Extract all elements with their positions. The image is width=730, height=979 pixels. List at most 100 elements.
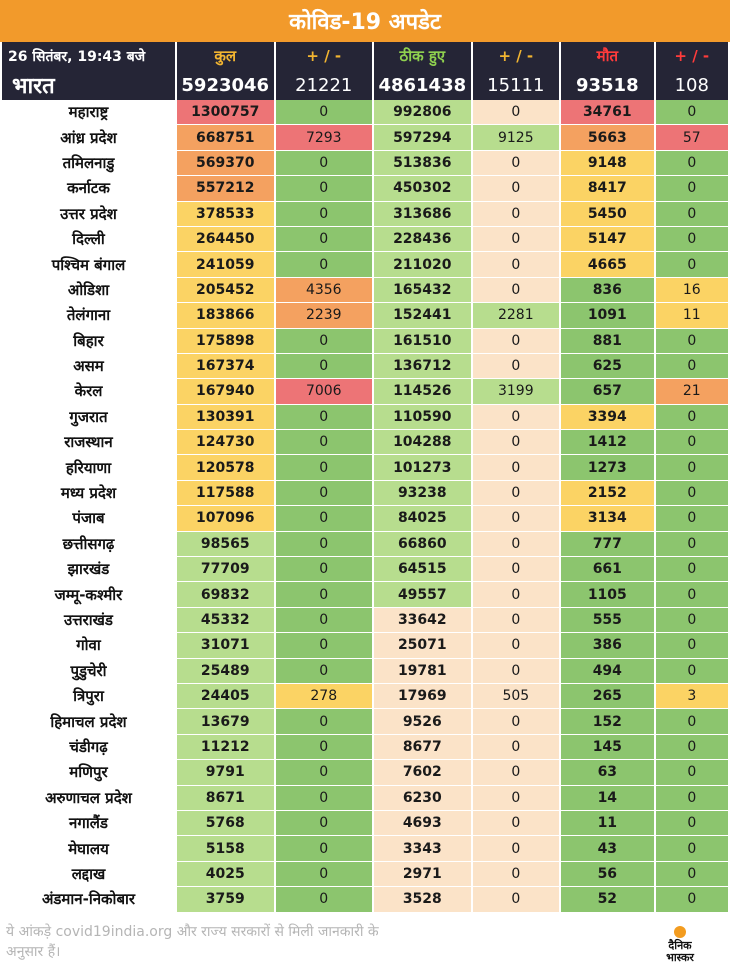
cell-total: 31071 <box>176 633 274 659</box>
table-row: गोवा 31071 0 25071 0 386 0 <box>2 633 728 659</box>
cell-deaths: 625 <box>561 353 654 380</box>
source-note: ये आंकड़े covid19india.org और राज्य सरका… <box>6 924 379 960</box>
cell-deaths: 5450 <box>561 201 654 227</box>
cell-recovered-delta: 0 <box>472 277 560 304</box>
cell-deaths-delta: 0 <box>655 861 728 888</box>
cell-total: 9791 <box>176 760 274 786</box>
header-row: 26 सितंबर, 19:43 बजे कुल + / - ठीक हुए +… <box>2 42 728 70</box>
cell-deaths: 836 <box>561 277 654 304</box>
india-total-delta: 21221 <box>275 70 373 100</box>
cell-deaths: 5147 <box>561 226 654 253</box>
cell-deaths: 8417 <box>561 176 654 202</box>
cell-recovered: 513836 <box>374 150 471 177</box>
cell-recovered-delta: 3199 <box>472 379 560 405</box>
cell-recovered: 64515 <box>374 557 471 583</box>
cell-deaths-delta: 0 <box>655 658 728 684</box>
india-recovered-delta: 15111 <box>472 70 560 100</box>
cell-total: 124730 <box>176 430 274 456</box>
cell-total-delta: 7293 <box>275 125 373 151</box>
state-name: जम्मू-कश्मीर <box>2 582 175 608</box>
cell-recovered-delta: 0 <box>472 506 560 532</box>
col-deaths-header: मौत <box>561 42 654 70</box>
table-row: दिल्ली 264450 0 228436 0 5147 0 <box>2 226 728 253</box>
cell-total: 264450 <box>176 226 274 253</box>
table-row: गुजरात 130391 0 110590 0 3394 0 <box>2 404 728 431</box>
cell-total: 120578 <box>176 455 274 481</box>
cell-total: 69832 <box>176 582 274 608</box>
cell-recovered-delta: 0 <box>472 810 560 837</box>
state-name: हरियाणा <box>2 455 175 481</box>
table-row: बिहार 175898 0 161510 0 881 0 <box>2 328 728 354</box>
cell-recovered-delta: 0 <box>472 531 560 558</box>
cell-recovered: 3343 <box>374 836 471 862</box>
state-name: उत्तर प्रदेश <box>2 201 175 227</box>
state-name: पुडुचेरी <box>2 658 175 684</box>
update-date: 26 सितंबर, 19:43 बजे <box>2 42 175 70</box>
cell-deaths: 657 <box>561 379 654 405</box>
logo-text-line1: दैनिक <box>668 939 692 952</box>
cell-recovered-delta: 0 <box>472 557 560 583</box>
state-rows: महाराष्ट्र 1300757 0 992806 0 34761 0 आंध्र प्र… <box>2 100 728 913</box>
cell-recovered: 49557 <box>374 582 471 608</box>
cell-recovered: 9526 <box>374 709 471 735</box>
cell-recovered: 152441 <box>374 303 471 329</box>
state-name: नगालैंड <box>2 810 175 837</box>
cell-deaths-delta: 0 <box>655 582 728 608</box>
cell-deaths: 881 <box>561 328 654 354</box>
cell-total-delta: 0 <box>275 150 373 177</box>
cell-recovered: 136712 <box>374 353 471 380</box>
state-name: ओडिशा <box>2 277 175 304</box>
cell-total: 167374 <box>176 353 274 380</box>
table-row: मध्य प्रदेश 117588 0 93238 0 2152 0 <box>2 480 728 507</box>
cell-deaths-delta: 0 <box>655 176 728 202</box>
state-name: पंजाब <box>2 506 175 532</box>
cell-total-delta: 0 <box>275 709 373 735</box>
cell-deaths: 265 <box>561 683 654 710</box>
cell-total: 569370 <box>176 150 274 177</box>
col-deaths-delta-header: + / - <box>655 42 728 70</box>
cell-recovered: 2971 <box>374 861 471 888</box>
cell-deaths: 1091 <box>561 303 654 329</box>
cell-deaths-delta: 0 <box>655 607 728 634</box>
page-title: कोविड-19 अपडेट <box>0 0 730 42</box>
cell-deaths: 152 <box>561 709 654 735</box>
table-row: जम्मू-कश्मीर 69832 0 49557 0 1105 0 <box>2 582 728 608</box>
table-row: अरुणाचल प्रदेश 8671 0 6230 0 14 0 <box>2 785 728 811</box>
state-name: गुजरात <box>2 404 175 431</box>
cell-deaths-delta: 0 <box>655 531 728 558</box>
cell-total: 45332 <box>176 607 274 634</box>
cell-deaths-delta: 0 <box>655 633 728 659</box>
state-name: महाराष्ट्र <box>2 100 175 126</box>
table-row: चंडीगढ़ 11212 0 8677 0 145 0 <box>2 734 728 761</box>
cell-deaths: 386 <box>561 633 654 659</box>
cell-total-delta: 0 <box>275 760 373 786</box>
cell-recovered: 992806 <box>374 100 471 126</box>
cell-recovered: 19781 <box>374 658 471 684</box>
cell-total-delta: 0 <box>275 252 373 278</box>
state-name: मेघालय <box>2 836 175 862</box>
cell-total: 167940 <box>176 379 274 405</box>
table-row: पुडुचेरी 25489 0 19781 0 494 0 <box>2 658 728 684</box>
cell-total: 5768 <box>176 810 274 837</box>
cell-total-delta: 0 <box>275 328 373 354</box>
table-row: महाराष्ट्र 1300757 0 992806 0 34761 0 <box>2 100 728 126</box>
col-recovered-delta-header: + / - <box>472 42 560 70</box>
logo-sun-icon <box>674 926 686 938</box>
cell-recovered: 66860 <box>374 531 471 558</box>
cell-deaths: 56 <box>561 861 654 888</box>
state-name: कर्नाटक <box>2 176 175 202</box>
cell-deaths-delta: 0 <box>655 455 728 481</box>
table-row: उत्तर प्रदेश 378533 0 313686 0 5450 0 <box>2 201 728 227</box>
cell-deaths: 661 <box>561 557 654 583</box>
india-name: भारत <box>2 70 175 100</box>
state-name: तमिलनाडु <box>2 150 175 177</box>
cell-deaths-delta: 0 <box>655 887 728 913</box>
table-row: तमिलनाडु 569370 0 513836 0 9148 0 <box>2 150 728 177</box>
cell-total: 24405 <box>176 683 274 710</box>
state-name: अरुणाचल प्रदेश <box>2 785 175 811</box>
table-row: अंडमान-निकोबार 3759 0 3528 0 52 0 <box>2 887 728 913</box>
cell-recovered-delta: 0 <box>472 430 560 456</box>
cell-recovered: 104288 <box>374 430 471 456</box>
cell-total-delta: 0 <box>275 176 373 202</box>
cell-deaths: 145 <box>561 734 654 761</box>
